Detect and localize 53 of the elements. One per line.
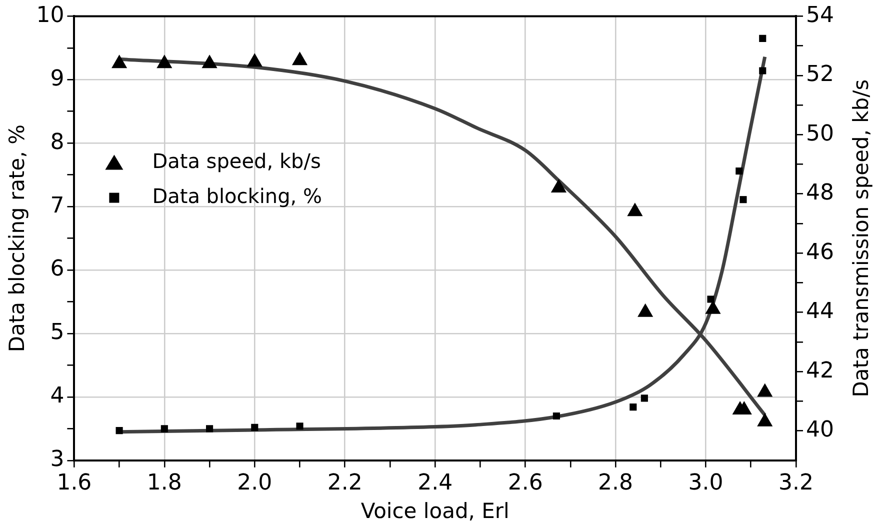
legend-label: Data speed, kb/s [152,148,321,173]
point [640,394,648,402]
point [757,383,773,397]
y-tick-label: 10 [36,2,64,28]
y-tick-label: 9 [50,66,64,92]
point [740,196,747,204]
point [630,404,637,411]
y2-tick-label: 48 [806,180,834,206]
x-tick-label: 3.2 [778,470,814,496]
x-tick-label: 1.6 [56,470,92,496]
point [736,168,743,175]
point [550,178,567,192]
point [116,427,123,434]
x-axis-title: Voice load, Erl [360,498,510,523]
y-tick-label: 4 [50,384,64,409]
x-tick-label: 3.0 [688,470,724,496]
x-tick-label: 2.2 [327,470,362,496]
y2-tick-label: 42 [806,358,834,384]
y2-tick-label: 44 [806,299,834,324]
y2-tick-label: 52 [806,62,834,88]
legend-label: Data blocking, % [152,184,322,208]
point [757,412,773,426]
y2-axis-title: Data transmission speed, kb/s [848,79,873,398]
point [759,67,766,74]
y2-tick-label: 54 [806,2,834,28]
y-tick-label: 6 [50,256,64,282]
point [156,54,172,68]
point [112,54,128,68]
y2-tick-label: 46 [806,240,834,265]
point [206,425,214,432]
point [638,303,654,317]
y2-tick-label: 50 [806,121,834,146]
point [292,52,308,66]
y-axis-title: Data blocking rate, % [5,124,30,352]
y-tick-label: 7 [50,193,64,218]
point [627,202,643,216]
point [202,54,218,68]
point [707,296,714,303]
point [759,34,766,42]
point [251,424,258,431]
y-tick-label: 5 [50,320,64,346]
point [246,53,262,67]
x-tick-label: 2.0 [237,470,272,496]
x-tick-label: 2.6 [508,470,543,496]
x-tick-label: 2.8 [598,470,634,496]
point [296,422,304,430]
x-tick-label: 2.4 [418,470,453,496]
y-tick-label: 8 [50,130,64,155]
y-tick-label: 3 [50,447,64,472]
y2-tick-label: 40 [806,418,834,443]
x-tick-label: 1.8 [146,470,182,496]
point [552,412,560,420]
point [160,425,168,432]
